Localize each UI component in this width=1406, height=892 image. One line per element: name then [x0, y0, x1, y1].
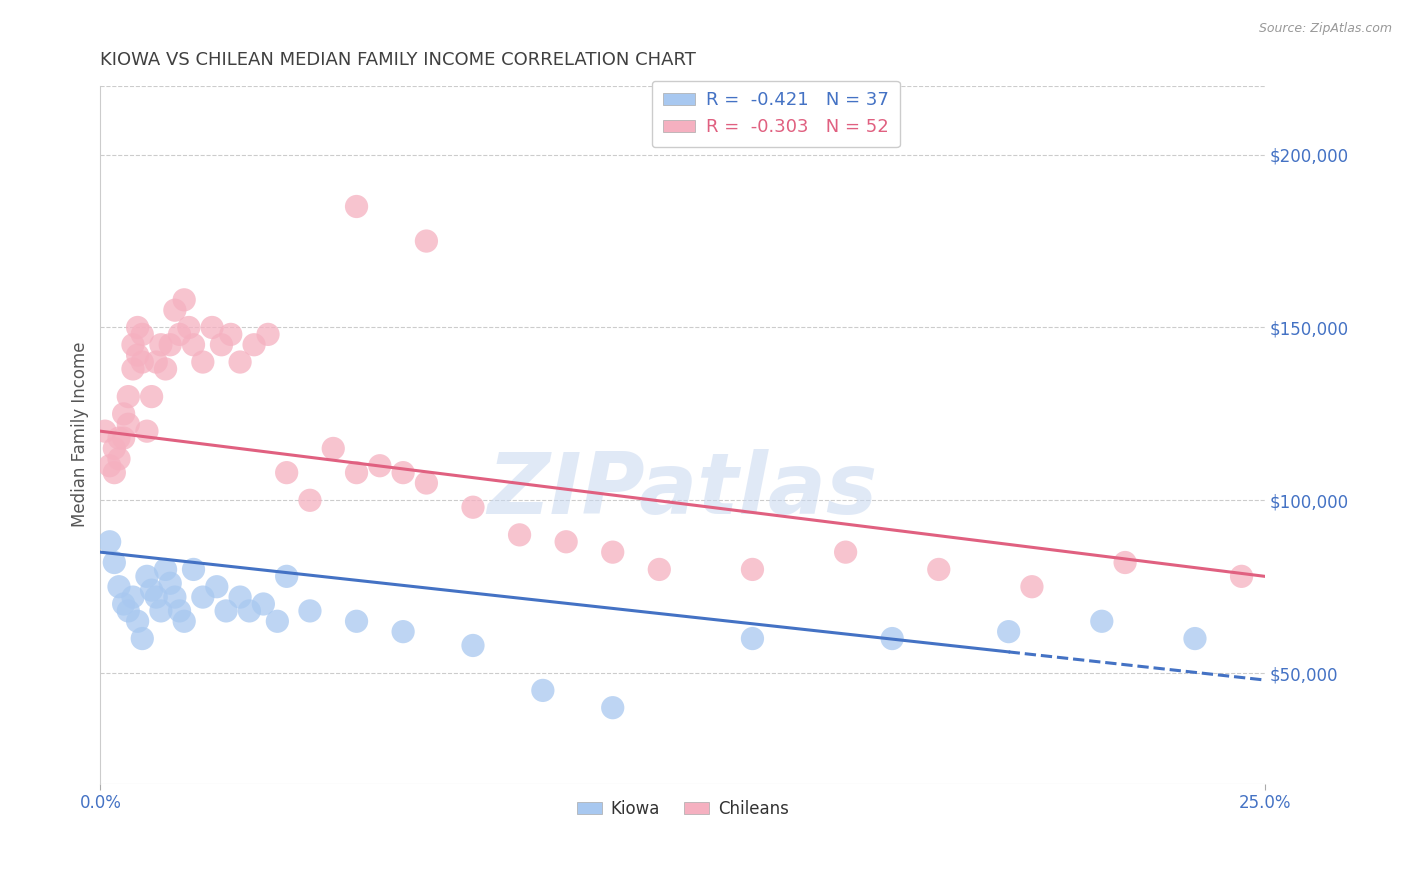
- Point: [928, 562, 950, 576]
- Point: [298, 493, 321, 508]
- Point: [131, 632, 153, 646]
- Point: [169, 604, 191, 618]
- Point: [882, 632, 904, 646]
- Point: [112, 597, 135, 611]
- Point: [173, 293, 195, 307]
- Point: [163, 303, 186, 318]
- Text: KIOWA VS CHILEAN MEDIAN FAMILY INCOME CORRELATION CHART: KIOWA VS CHILEAN MEDIAN FAMILY INCOME CO…: [100, 51, 696, 69]
- Point: [648, 562, 671, 576]
- Point: [1230, 569, 1253, 583]
- Point: [177, 320, 200, 334]
- Point: [103, 556, 125, 570]
- Point: [1021, 580, 1043, 594]
- Point: [741, 632, 763, 646]
- Point: [112, 407, 135, 421]
- Point: [136, 569, 159, 583]
- Point: [145, 355, 167, 369]
- Point: [108, 431, 131, 445]
- Point: [103, 466, 125, 480]
- Point: [108, 451, 131, 466]
- Point: [136, 424, 159, 438]
- Point: [149, 604, 172, 618]
- Point: [229, 590, 252, 604]
- Point: [94, 424, 117, 438]
- Point: [266, 614, 288, 628]
- Point: [98, 534, 121, 549]
- Point: [415, 475, 437, 490]
- Point: [149, 337, 172, 351]
- Point: [159, 337, 181, 351]
- Point: [141, 390, 163, 404]
- Point: [741, 562, 763, 576]
- Point: [122, 590, 145, 604]
- Point: [276, 569, 298, 583]
- Point: [461, 639, 484, 653]
- Point: [238, 604, 260, 618]
- Point: [415, 234, 437, 248]
- Point: [602, 545, 624, 559]
- Point: [997, 624, 1019, 639]
- Point: [346, 466, 368, 480]
- Point: [155, 562, 177, 576]
- Point: [191, 355, 214, 369]
- Point: [215, 604, 238, 618]
- Point: [145, 590, 167, 604]
- Point: [531, 683, 554, 698]
- Point: [117, 604, 139, 618]
- Point: [183, 337, 205, 351]
- Point: [368, 458, 391, 473]
- Point: [322, 442, 344, 456]
- Point: [191, 590, 214, 604]
- Point: [163, 590, 186, 604]
- Point: [159, 576, 181, 591]
- Point: [98, 458, 121, 473]
- Point: [122, 362, 145, 376]
- Point: [1184, 632, 1206, 646]
- Point: [122, 337, 145, 351]
- Point: [117, 417, 139, 432]
- Point: [205, 580, 228, 594]
- Point: [392, 624, 415, 639]
- Point: [252, 597, 274, 611]
- Point: [219, 327, 242, 342]
- Point: [276, 466, 298, 480]
- Point: [346, 199, 368, 213]
- Point: [173, 614, 195, 628]
- Point: [392, 466, 415, 480]
- Point: [141, 583, 163, 598]
- Point: [117, 390, 139, 404]
- Point: [346, 614, 368, 628]
- Y-axis label: Median Family Income: Median Family Income: [72, 342, 89, 527]
- Point: [509, 528, 531, 542]
- Point: [555, 534, 578, 549]
- Point: [243, 337, 266, 351]
- Point: [257, 327, 280, 342]
- Point: [834, 545, 856, 559]
- Point: [103, 442, 125, 456]
- Point: [169, 327, 191, 342]
- Point: [229, 355, 252, 369]
- Point: [201, 320, 224, 334]
- Point: [127, 614, 149, 628]
- Point: [183, 562, 205, 576]
- Point: [108, 580, 131, 594]
- Legend: Kiowa, Chileans: Kiowa, Chileans: [569, 793, 796, 824]
- Point: [1114, 556, 1136, 570]
- Point: [127, 320, 149, 334]
- Point: [131, 355, 153, 369]
- Point: [131, 327, 153, 342]
- Point: [461, 500, 484, 515]
- Point: [602, 700, 624, 714]
- Point: [211, 337, 233, 351]
- Text: ZIPatlas: ZIPatlas: [488, 449, 877, 532]
- Point: [298, 604, 321, 618]
- Point: [155, 362, 177, 376]
- Point: [127, 348, 149, 362]
- Text: Source: ZipAtlas.com: Source: ZipAtlas.com: [1258, 22, 1392, 36]
- Point: [112, 431, 135, 445]
- Point: [1091, 614, 1114, 628]
